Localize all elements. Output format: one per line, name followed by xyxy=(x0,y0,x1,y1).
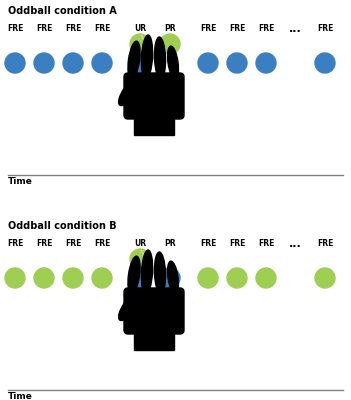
Text: FRE: FRE xyxy=(36,24,52,33)
Circle shape xyxy=(256,268,276,288)
Circle shape xyxy=(256,53,276,73)
Text: FRE: FRE xyxy=(200,239,216,248)
Text: ...: ... xyxy=(289,24,302,34)
Bar xyxy=(134,113,174,135)
Circle shape xyxy=(63,53,83,73)
Ellipse shape xyxy=(154,252,166,294)
Text: FRE: FRE xyxy=(258,239,274,248)
Text: FRE: FRE xyxy=(229,24,245,33)
Text: Oddball condition A: Oddball condition A xyxy=(8,6,117,16)
Text: Time: Time xyxy=(8,177,33,186)
Ellipse shape xyxy=(167,46,178,79)
Text: FRE: FRE xyxy=(229,239,245,248)
Circle shape xyxy=(5,268,25,288)
Circle shape xyxy=(63,268,83,288)
Circle shape xyxy=(130,249,150,269)
Text: FRE: FRE xyxy=(317,24,333,33)
Ellipse shape xyxy=(154,37,166,79)
Circle shape xyxy=(315,53,335,73)
Circle shape xyxy=(198,53,218,73)
Ellipse shape xyxy=(141,250,153,294)
Text: PR: PR xyxy=(164,24,176,33)
Text: FRE: FRE xyxy=(36,239,52,248)
Text: FRE: FRE xyxy=(200,24,216,33)
Text: Time: Time xyxy=(8,392,33,400)
Circle shape xyxy=(130,53,150,73)
Circle shape xyxy=(92,268,112,288)
Circle shape xyxy=(160,268,180,288)
Circle shape xyxy=(130,268,150,288)
Circle shape xyxy=(5,53,25,73)
Ellipse shape xyxy=(141,35,153,79)
Text: FRE: FRE xyxy=(94,24,110,33)
Text: UR: UR xyxy=(134,24,146,33)
Circle shape xyxy=(130,34,150,54)
Ellipse shape xyxy=(167,261,178,294)
Ellipse shape xyxy=(128,41,140,79)
Text: FRE: FRE xyxy=(94,239,110,248)
Circle shape xyxy=(34,53,54,73)
Ellipse shape xyxy=(119,294,139,320)
Text: FRE: FRE xyxy=(317,239,333,248)
Bar xyxy=(134,328,174,350)
Circle shape xyxy=(227,53,247,73)
Text: FRE: FRE xyxy=(65,24,81,33)
Circle shape xyxy=(315,268,335,288)
FancyBboxPatch shape xyxy=(124,73,184,119)
Text: FRE: FRE xyxy=(65,239,81,248)
Ellipse shape xyxy=(119,78,139,106)
Text: PR: PR xyxy=(164,239,176,248)
Circle shape xyxy=(198,268,218,288)
Text: FRE: FRE xyxy=(258,24,274,33)
Text: UR: UR xyxy=(134,239,146,248)
Circle shape xyxy=(34,268,54,288)
Text: ...: ... xyxy=(289,239,302,249)
Text: Oddball condition B: Oddball condition B xyxy=(8,221,117,231)
FancyBboxPatch shape xyxy=(124,288,184,334)
Text: FRE: FRE xyxy=(7,24,23,33)
Ellipse shape xyxy=(128,256,140,294)
Text: FRE: FRE xyxy=(7,239,23,248)
Circle shape xyxy=(227,268,247,288)
Circle shape xyxy=(92,53,112,73)
Circle shape xyxy=(160,34,180,54)
